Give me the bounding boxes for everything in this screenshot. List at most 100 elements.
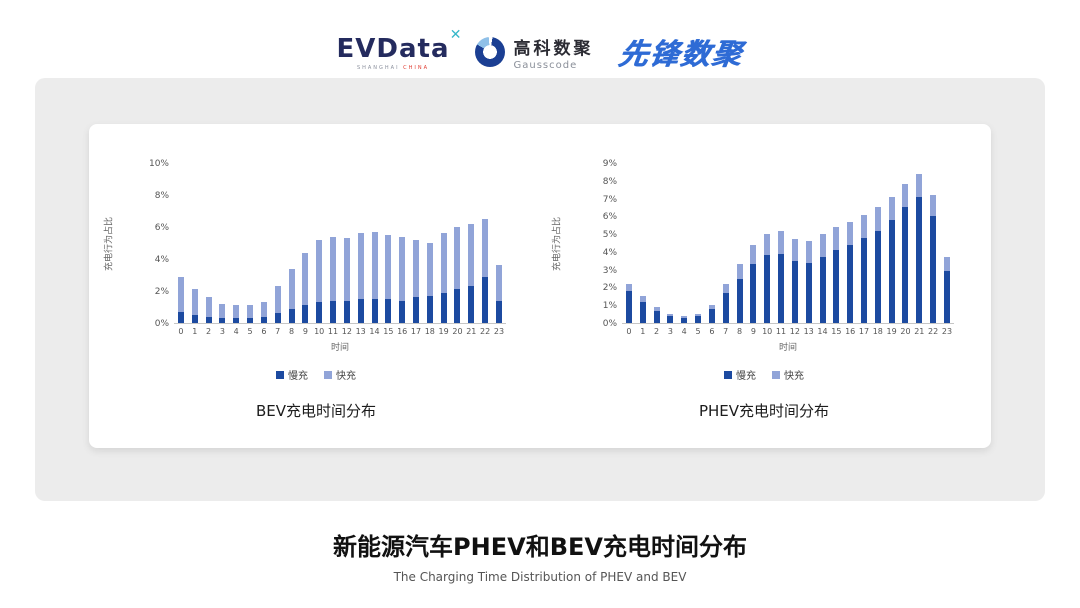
bar-slot <box>298 252 312 323</box>
bar-segment-fast <box>736 264 743 279</box>
stacked-bar <box>791 239 798 323</box>
legend: 慢充 快充 <box>120 367 512 382</box>
bar-segment-fast <box>371 231 378 299</box>
stacked-bar <box>316 239 323 323</box>
legend-item-fast: 快充 <box>772 367 804 382</box>
x-tick-label: 0 <box>626 327 632 336</box>
x-tick-label: 22 <box>928 327 939 336</box>
bar-slot <box>760 234 774 323</box>
x-tick-label: 7 <box>723 327 729 336</box>
x-tick-label: 5 <box>247 327 253 336</box>
bar-segment-fast <box>695 314 702 316</box>
bar-slot <box>451 227 465 323</box>
legend-swatch-fast-icon <box>772 370 780 379</box>
bar-segment-fast <box>385 235 392 299</box>
x-tick-label: 3 <box>219 327 225 336</box>
chart-area: 充电行为占比 0% 1% 2% 3% 4% 5% 6% 7% 8% 9% 0 1 2 3 4 5 6 7 8 9 10… <box>553 159 960 353</box>
bar-slot <box>663 314 677 323</box>
bar-segment-fast <box>847 221 854 245</box>
bar-segment-fast <box>205 297 212 317</box>
x-tick-label: 15 <box>383 327 394 336</box>
bar-segment-slow <box>219 318 226 323</box>
evdata-subtext-right: CHINA <box>403 64 430 71</box>
bar-segment-fast <box>274 286 281 314</box>
stacked-bar <box>177 276 184 323</box>
y-tick-label: 4% <box>154 255 169 265</box>
bar-segment-slow <box>750 264 757 323</box>
x-tick-label: 8 <box>736 327 743 336</box>
gausscode-logo: 高科数聚 Gausscode <box>475 34 593 71</box>
bar-slot <box>857 214 871 323</box>
stacked-bar <box>778 230 785 323</box>
stacked-bar <box>357 233 364 323</box>
bar-segment-slow <box>426 295 433 323</box>
bar-segment-slow <box>454 289 461 323</box>
bar-segment-fast <box>343 238 350 301</box>
x-tick-label: 18 <box>872 327 883 336</box>
bar-segment-fast <box>639 296 646 302</box>
bar-segment-fast <box>888 196 895 220</box>
y-tick-label: 6% <box>602 212 617 223</box>
bar-slot <box>381 235 395 323</box>
stacked-bar <box>819 234 826 323</box>
bar-segment-fast <box>440 233 447 293</box>
x-tick-label: 10 <box>314 327 325 336</box>
stacked-bar <box>681 315 688 323</box>
stacked-bar <box>330 236 337 323</box>
gausscode-name-en: Gausscode <box>513 59 578 71</box>
y-axis-label: 充电行为占比 <box>552 216 563 272</box>
bar-segment-slow <box>468 286 475 323</box>
bar-segment-fast <box>625 283 632 291</box>
y-tick-label: 9% <box>602 159 617 169</box>
bar-segment-fast <box>191 289 198 315</box>
evdata-subtext: SHANGHAI CHINA <box>337 65 450 71</box>
gausscode-text: 高科数聚 Gausscode <box>513 34 593 71</box>
bar-slot <box>636 296 650 323</box>
bar-segment-slow <box>943 271 950 323</box>
bar-slot <box>395 236 409 323</box>
bar-slot <box>788 239 802 323</box>
legend-item-slow: 慢充 <box>276 367 308 382</box>
x-tick-label: 2 <box>206 327 212 336</box>
stacked-bar <box>888 196 895 323</box>
bar-segment-fast <box>454 227 461 290</box>
bar-slot <box>774 230 788 323</box>
stacked-bar <box>625 283 632 323</box>
bar-segment-fast <box>833 227 840 251</box>
legend-swatch-slow-icon <box>724 370 732 379</box>
bar-segment-fast <box>316 239 323 303</box>
stacked-bar <box>371 231 378 323</box>
x-tick-label: 19 <box>886 327 897 336</box>
bar-segment-fast <box>399 236 406 301</box>
bar-segment-fast <box>791 239 798 261</box>
plot-area <box>622 164 954 324</box>
stacked-bar <box>653 307 660 323</box>
x-tick-label: 11 <box>775 327 787 336</box>
x-tick-label: 18 <box>424 327 435 336</box>
bar-segment-fast <box>288 268 295 309</box>
bar-slot <box>368 231 382 323</box>
bar-segment-fast <box>943 257 950 272</box>
stacked-bar <box>260 302 267 323</box>
legend-label-fast: 快充 <box>336 371 356 382</box>
bar-slot <box>229 305 243 323</box>
gausscode-circle-icon <box>475 37 506 67</box>
bar-segment-slow <box>708 308 715 323</box>
bar-segment-fast <box>874 207 881 231</box>
bar-segment-slow <box>399 300 406 323</box>
bar-segment-slow <box>260 316 267 323</box>
plot-column: 0 1 2 3 4 5 6 7 8 9 10 11 12 13 14 15 16 17 18 19 20 21 22 23 时… <box>622 164 954 353</box>
bar-slot <box>215 303 229 323</box>
x-tick-label: 12 <box>789 327 800 336</box>
stacked-bar <box>750 244 757 323</box>
bar-segment-slow <box>736 278 743 323</box>
stacked-bar <box>426 243 433 323</box>
stacked-bar <box>412 239 419 323</box>
pioneer-logo: 先锋数聚 <box>616 37 746 71</box>
bar-slot <box>650 307 664 323</box>
y-tick-label: 0% <box>154 319 169 329</box>
bar-segment-fast <box>764 234 771 256</box>
bar-segment-fast <box>330 236 337 301</box>
bar-slot <box>423 243 437 323</box>
bar-segment-fast <box>177 276 184 312</box>
